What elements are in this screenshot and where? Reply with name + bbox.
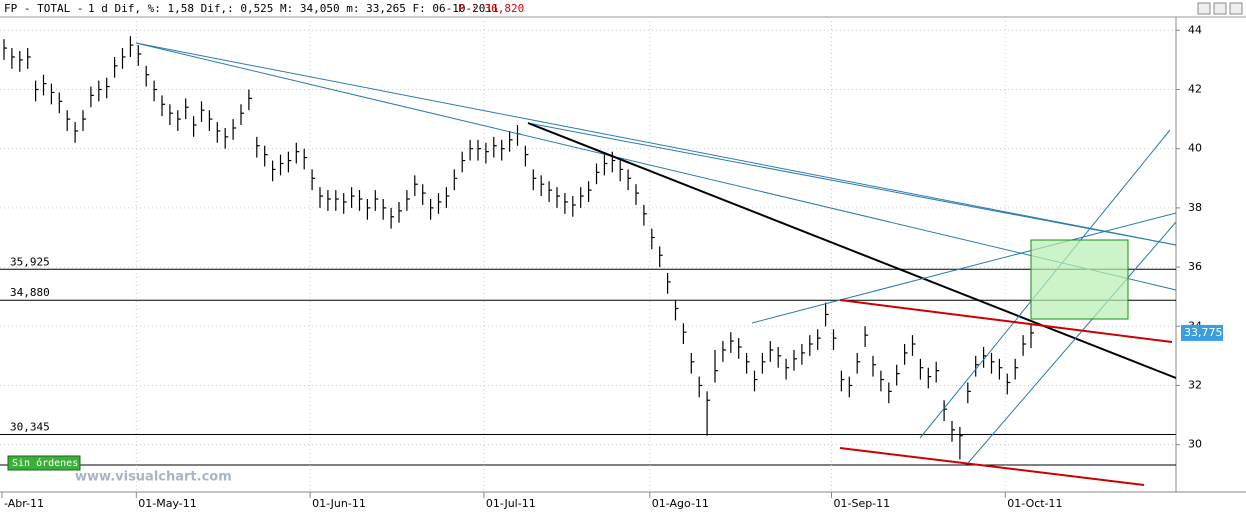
trendline (135, 42, 1177, 246)
trendline (527, 122, 1177, 379)
y-tick-label: 36 (1188, 260, 1202, 273)
last-price-box (1181, 324, 1223, 341)
trendline (527, 122, 1177, 246)
x-tick-label: 01-Jun-11 (312, 497, 366, 510)
x-tick-label: 01-Sep-11 (834, 497, 891, 510)
minimize-button[interactable] (1197, 2, 1211, 15)
level-label: 30,345 (10, 420, 50, 433)
trendline (839, 299, 1173, 343)
x-tick-label: -Abr-11 (4, 497, 44, 510)
target-box (1030, 239, 1129, 320)
close-button[interactable] (1229, 2, 1243, 15)
last-price-label: 33,775 (1184, 326, 1223, 339)
level-label: 35,925 (10, 255, 50, 268)
y-tick-label: 40 (1188, 142, 1202, 155)
header-stats: 1 d Dif, %: 1,58 Dif,: 0,525 M: 34,050 m… (88, 2, 499, 15)
drawings (135, 42, 1177, 486)
x-tick-label: 01-Oct-11 (1007, 497, 1062, 510)
x-tick-label: 01-Ago-11 (652, 497, 709, 510)
y-tick-label: 44 (1188, 23, 1202, 36)
x-tick-label: 01-May-11 (138, 497, 196, 510)
level-label: 34,880 (10, 286, 50, 299)
y-tick-label: 30 (1188, 438, 1202, 451)
watermark: www.visualchart.com (75, 470, 232, 485)
header-symbol: FP - TOTAL - (4, 2, 83, 15)
header-bar (0, 0, 1246, 17)
plot: 35,925 34,880 30,345 (0, 17, 1176, 492)
trendline (967, 221, 1177, 464)
y-tick-label: 42 (1188, 83, 1202, 96)
orders-button[interactable] (7, 455, 81, 471)
trendline (839, 447, 1145, 486)
x-tick-label: 01-Jul-11 (486, 497, 536, 510)
orders-button-label[interactable]: Sin órdenes (12, 457, 78, 469)
window-buttons[interactable] (1197, 2, 1243, 15)
y-tick-label: 38 (1188, 201, 1202, 214)
header-price: P : 36,820 (458, 2, 524, 15)
maximize-button[interactable] (1213, 2, 1227, 15)
y-tick-label: 32 (1188, 378, 1202, 391)
trendline (135, 42, 1177, 291)
